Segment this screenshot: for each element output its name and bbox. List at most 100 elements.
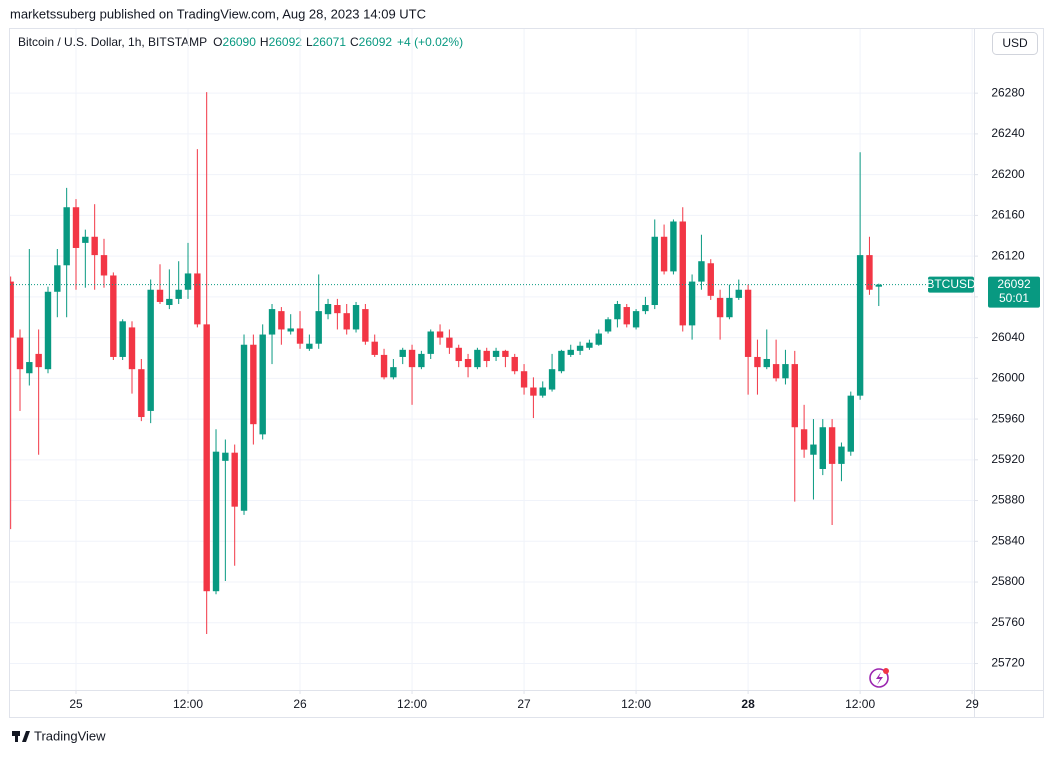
- x-tick-label: 12:00: [397, 697, 427, 711]
- y-tick-label: 25840: [991, 533, 1025, 547]
- candles: [10, 92, 882, 634]
- candle-body: [670, 221, 677, 272]
- candle-body: [119, 321, 126, 357]
- candle-body: [296, 328, 304, 344]
- candle-body: [44, 291, 52, 370]
- y-tick-label: 26200: [991, 167, 1025, 181]
- candle-body: [828, 427, 836, 464]
- candle-body: [819, 427, 826, 469]
- candle-body: [698, 261, 705, 282]
- alert-dot[interactable]: [883, 668, 889, 674]
- candle-body: [436, 331, 444, 338]
- candle-body: [362, 309, 369, 342]
- candle-body: [324, 303, 332, 315]
- ohlc-value: 26071: [313, 35, 347, 49]
- legend-header: Bitcoin / U.S. Dollar, 1h, BITSTAMP O2609…: [18, 35, 463, 49]
- candle-body: [16, 337, 24, 370]
- alert-bolt[interactable]: [876, 672, 883, 685]
- candle-body: [184, 273, 192, 290]
- ohlc-value: 26090: [223, 35, 257, 49]
- candle-body: [166, 298, 173, 306]
- candle-body: [156, 289, 164, 302]
- candle-body: [10, 281, 14, 338]
- candle-body: [371, 341, 378, 355]
- symbol-tag: [928, 276, 974, 293]
- x-tick-label: 27: [517, 697, 531, 711]
- ohlc-value: 26092: [359, 35, 393, 49]
- candle-body: [558, 350, 565, 372]
- candle-body: [679, 221, 686, 326]
- attribution: marketssuberg published on TradingView.c…: [10, 6, 426, 21]
- candle-body: [100, 255, 108, 276]
- candle-body: [754, 356, 761, 368]
- x-tick-label: 12:00: [621, 697, 651, 711]
- candle-body: [268, 309, 276, 335]
- candle-body: [642, 305, 649, 312]
- y-tick-label: 26160: [991, 208, 1025, 222]
- header-text: Bitcoin / U.S. Dollar, 1h, BITSTAMP O2609…: [18, 35, 463, 49]
- candle-body: [390, 367, 397, 378]
- candle-body: [343, 313, 350, 330]
- candle-body: [632, 311, 640, 328]
- candle-body: [782, 364, 789, 379]
- candle-body: [147, 289, 154, 411]
- candle-body: [446, 337, 453, 348]
- y-tick-label: 25920: [991, 452, 1025, 466]
- candle-body: [875, 284, 882, 287]
- candle-body: [175, 289, 182, 299]
- candle-body: [866, 255, 873, 290]
- candle-body: [716, 297, 724, 318]
- candle-body: [651, 236, 658, 306]
- candle-body: [287, 328, 294, 332]
- candle-body: [511, 356, 518, 372]
- candle-body: [231, 452, 238, 507]
- candle-body: [735, 289, 742, 298]
- y-tick-label: 26000: [991, 371, 1025, 385]
- candle-body: [567, 349, 574, 355]
- candle-body: [380, 354, 388, 378]
- candle-body: [250, 344, 257, 425]
- candle-body: [278, 311, 285, 330]
- x-tick-label: 12:00: [173, 697, 203, 711]
- currency-button[interactable]: [992, 32, 1038, 55]
- candle-body: [502, 350, 509, 357]
- currency-label[interactable]: USD: [1002, 36, 1028, 50]
- candle-body: [455, 347, 462, 362]
- candle-body: [474, 349, 481, 368]
- price-change: +4 (+0.02%): [397, 35, 463, 49]
- candle-body: [530, 387, 537, 396]
- candle-body: [744, 289, 752, 357]
- candle-body: [791, 364, 798, 428]
- y-tick-label: 25960: [991, 411, 1025, 425]
- candle-body: [259, 334, 266, 435]
- candle-body: [427, 331, 434, 354]
- alert-circle[interactable]: [869, 668, 889, 688]
- candle-body: [334, 305, 341, 314]
- x-tick-label: 28: [741, 697, 755, 711]
- candle-body: [91, 236, 98, 256]
- candle-body: [464, 358, 472, 368]
- candle-body: [707, 263, 714, 296]
- y-tick-label: 26040: [991, 330, 1025, 344]
- alert-icon[interactable]: [869, 668, 889, 688]
- x-tick-label: 26: [293, 697, 307, 711]
- candle-body: [26, 362, 33, 374]
- candle-body: [800, 429, 808, 450]
- candle-body: [82, 236, 89, 243]
- y-tick-label: 25800: [991, 574, 1025, 588]
- candle-body: [548, 369, 556, 390]
- candle-body: [660, 236, 668, 272]
- candle-body: [306, 343, 313, 349]
- symbol-tag-label: BTCUSD: [926, 277, 976, 291]
- candle-body: [688, 281, 696, 326]
- candle-body: [110, 275, 117, 357]
- candle-body: [240, 344, 248, 511]
- price-tag-countdown: 50:01: [999, 291, 1029, 305]
- candle-body: [520, 371, 528, 388]
- candle-body: [212, 451, 220, 592]
- y-tick-label: 25760: [991, 615, 1025, 629]
- candle-body: [315, 311, 322, 344]
- logo-mark: [22, 731, 30, 742]
